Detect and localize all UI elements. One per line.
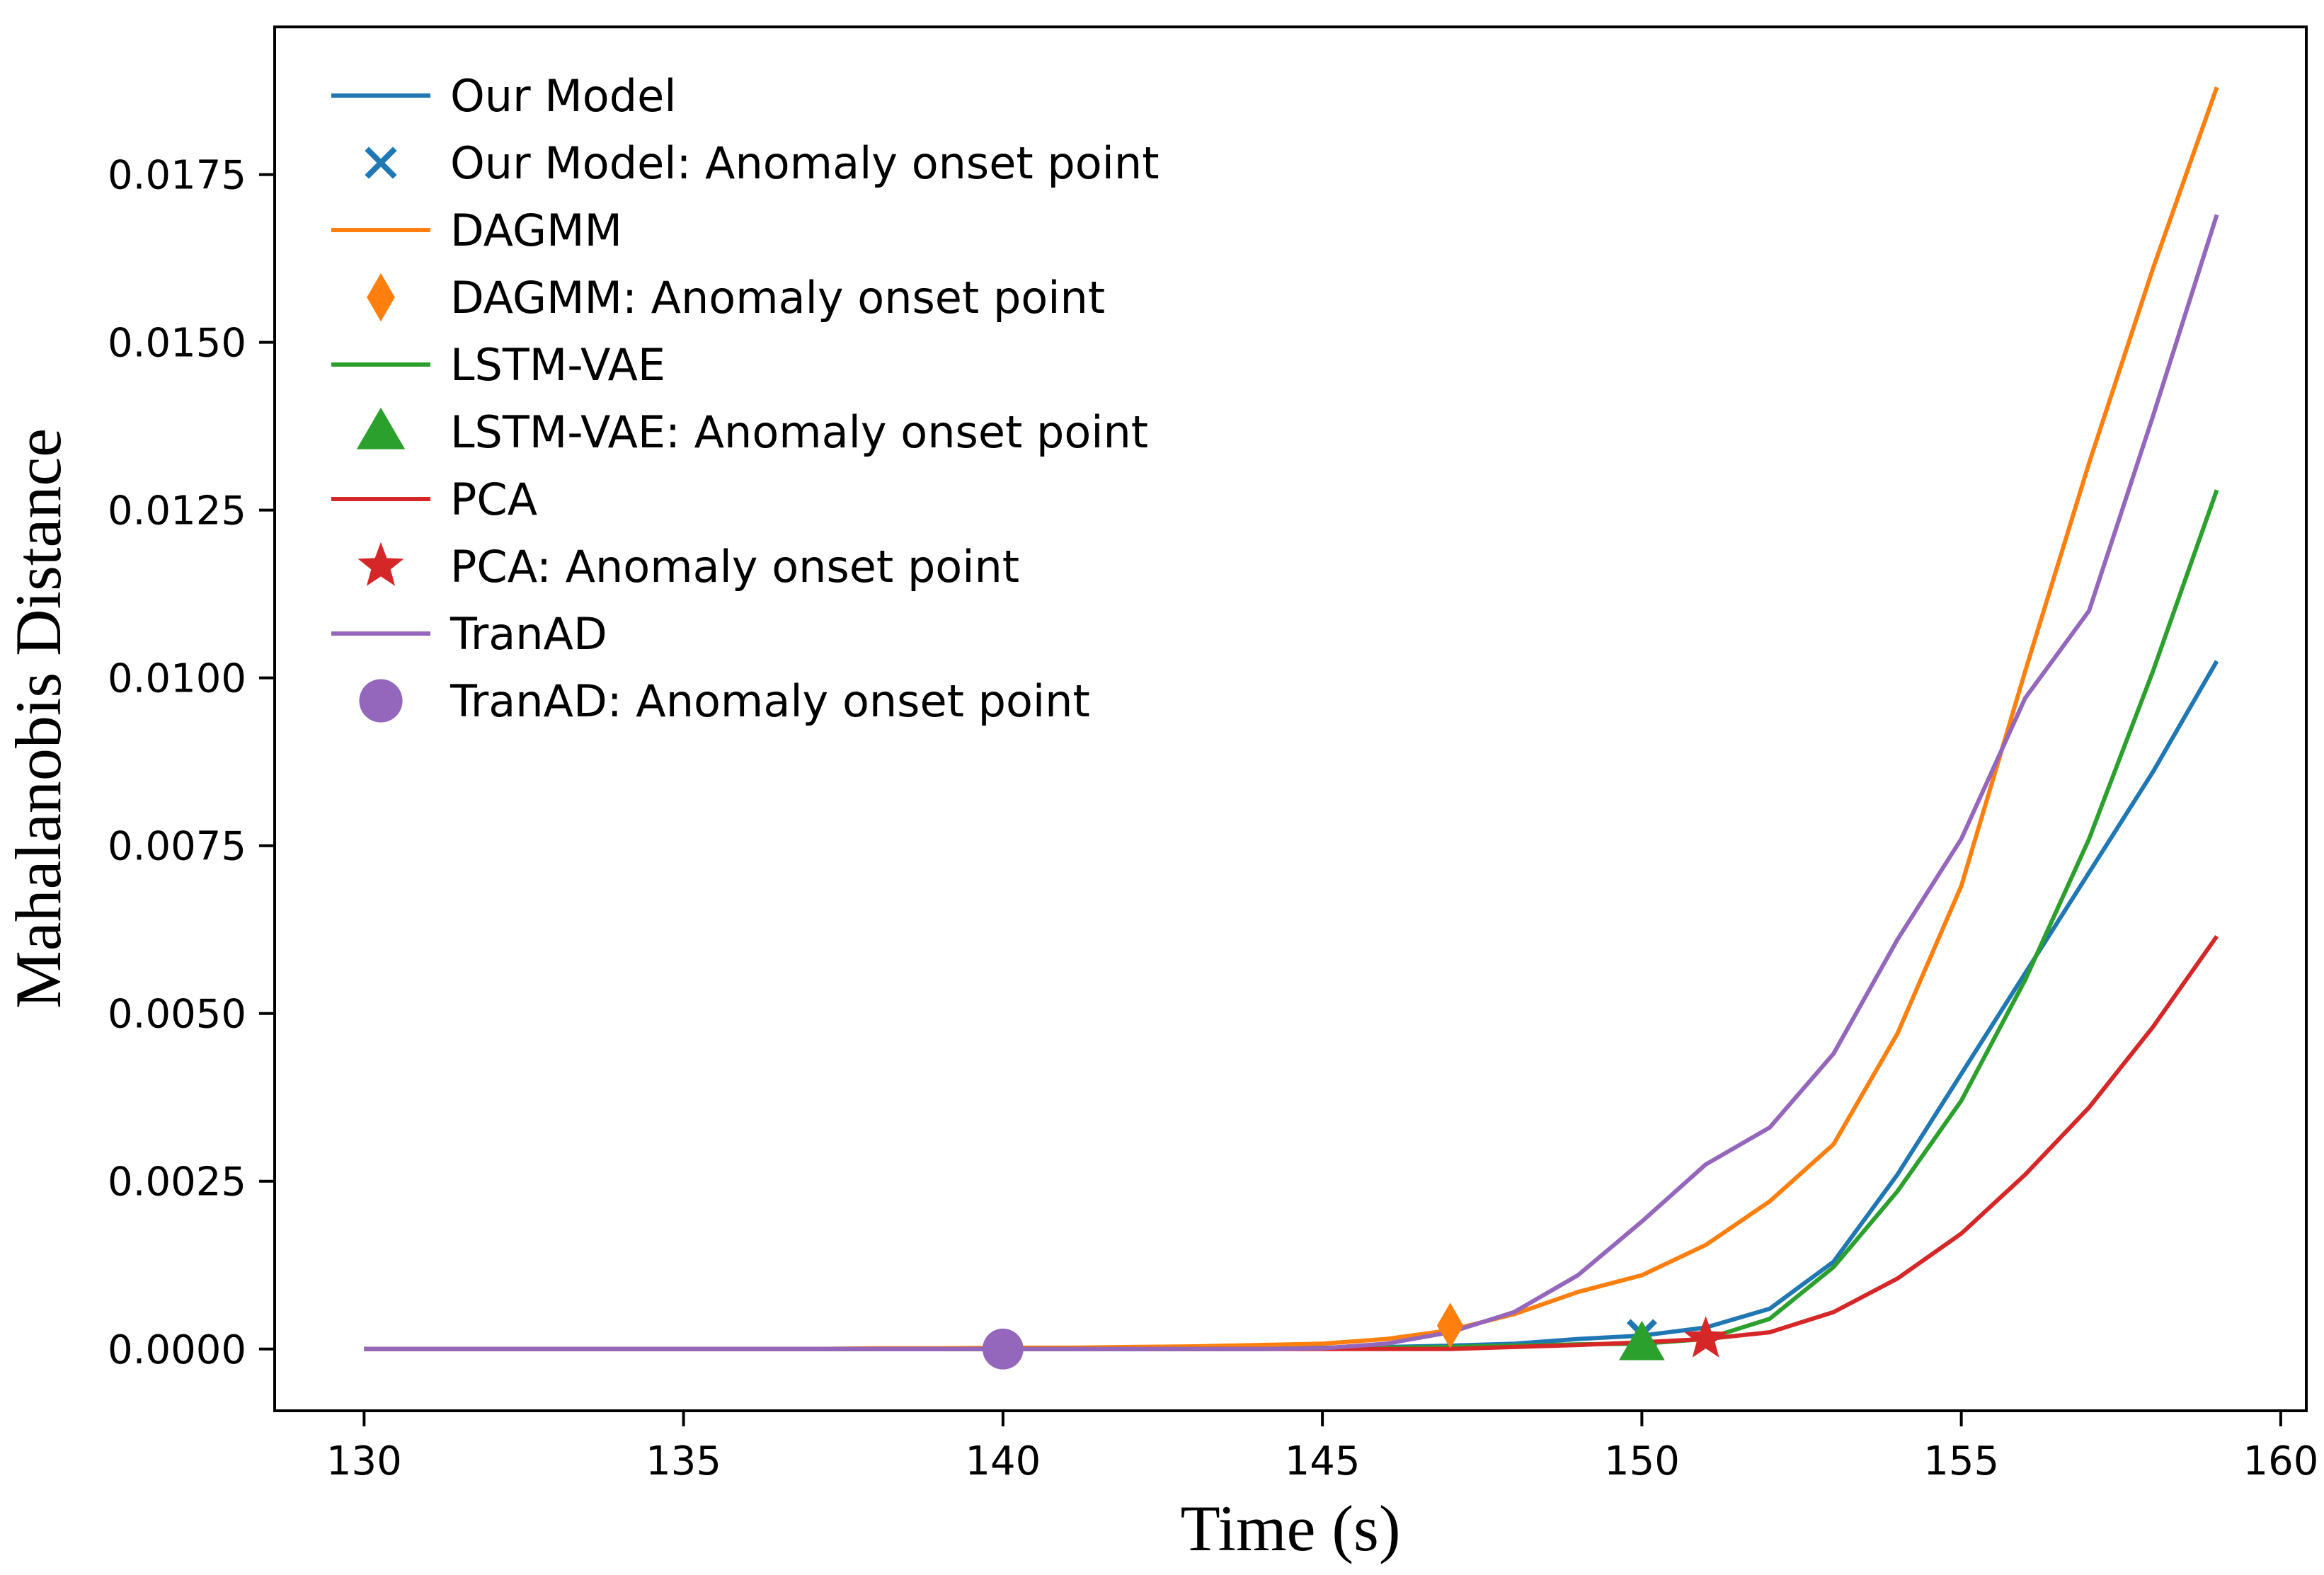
legend-label-pca: PCA: [450, 474, 537, 525]
legend-marker-tranad: [359, 679, 403, 723]
y-tick-label: 0.0025: [108, 1159, 246, 1205]
legend-label-onset-our-model: Our Model: Anomaly onset point: [450, 137, 1160, 189]
y-tick-label: 0.0150: [108, 321, 246, 367]
y-tick-label: 0.0075: [108, 824, 246, 870]
plot-frame: [273, 25, 2308, 1412]
legend-label-our-model: Our Model: [450, 70, 676, 122]
x-tick-label: 130: [326, 1438, 402, 1484]
onset-marker-lstm-vae: [1619, 1320, 1665, 1361]
x-axis-title: Time (s): [1181, 1492, 1401, 1564]
y-tick-label: 0.0000: [108, 1327, 246, 1373]
legend-label-onset-lstm-vae: LSTM-VAE: Anomaly onset point: [450, 406, 1148, 458]
y-axis: 0.0000 0.0025 0.0050 0.0075 0.0100 0.0125 0.01…: [108, 153, 275, 1373]
onset-marker-dagmm: [1436, 1302, 1464, 1348]
x-tick-label: 145: [1285, 1438, 1361, 1484]
x-tick-label: 160: [2243, 1438, 2318, 1484]
y-tick-label: 0.0050: [108, 992, 246, 1038]
plot-area: [364, 86, 2219, 1370]
legend-label-dagmm: DAGMM: [450, 205, 622, 256]
legend-label-onset-pca: PCA: Anomaly onset point: [450, 541, 1019, 592]
x-axis: 130 135 140 145 150 155 160: [326, 1411, 2318, 1484]
legend-marker-our-model-stroke-b: [365, 147, 397, 179]
onset-marker-tranad: [982, 1328, 1024, 1370]
x-tick-label: 135: [646, 1438, 721, 1484]
legend: Our Model Our Model: Anomaly onset point D…: [331, 70, 1160, 727]
legend-marker-our-model: [365, 147, 397, 179]
legend-label-tranad: TranAD: [450, 608, 607, 660]
y-tick-label: 0.0175: [108, 153, 246, 199]
legend-label-onset-dagmm: DAGMM: Anomaly onset point: [450, 272, 1105, 323]
legend-label-onset-tranad: TranAD: Anomaly onset point: [450, 675, 1090, 727]
x-tick-label: 140: [965, 1438, 1041, 1484]
x-tick-label: 150: [1604, 1438, 1680, 1484]
series-line-tranad: [364, 214, 2219, 1351]
y-tick-label: 0.0125: [108, 488, 246, 534]
y-tick-label: 0.0100: [108, 656, 246, 702]
x-tick-label: 155: [1923, 1438, 1999, 1484]
legend-marker-pca: [357, 542, 404, 586]
legend-marker-lstm-vae: [356, 407, 406, 449]
legend-marker-dagmm: [367, 273, 395, 322]
y-axis-title: Mahalanobis Distance: [2, 428, 74, 1009]
legend-label-lstm-vae: LSTM-VAE: [450, 339, 665, 391]
onset-marker-pca: [1683, 1316, 1728, 1358]
